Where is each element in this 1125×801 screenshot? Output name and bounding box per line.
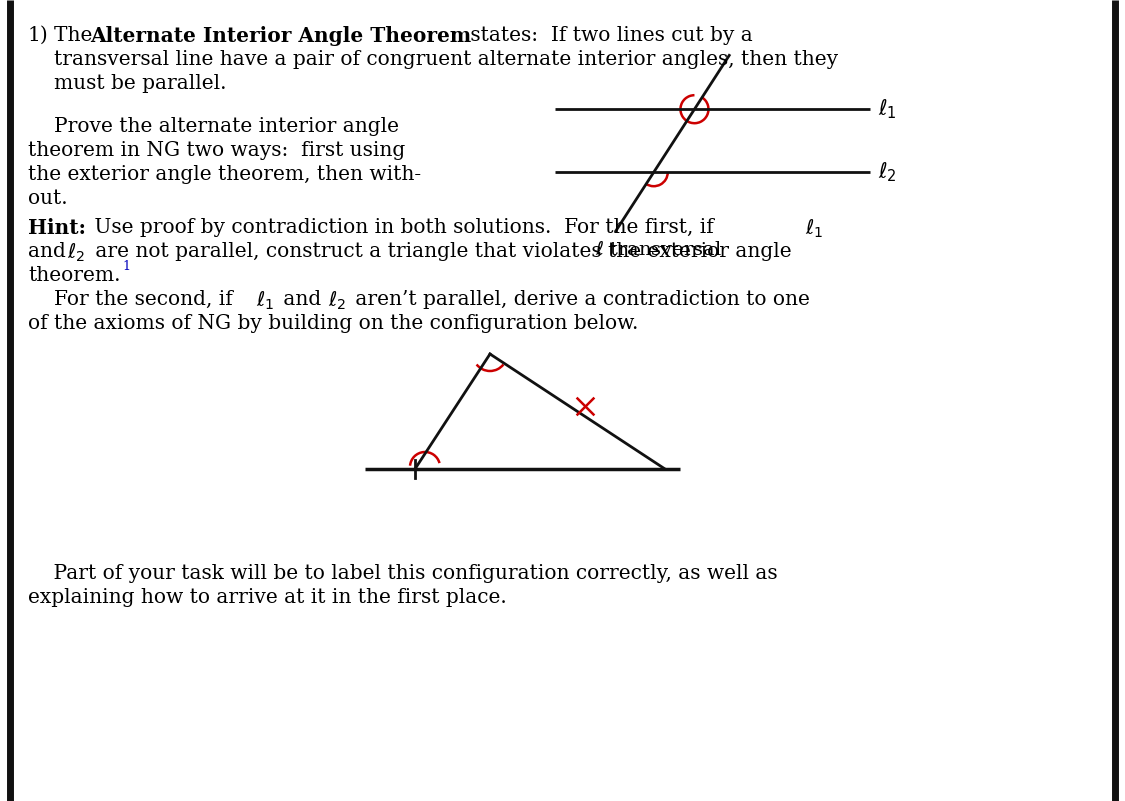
Text: explaining how to arrive at it in the first place.: explaining how to arrive at it in the fi… <box>28 588 506 607</box>
Text: $\ell_2$: $\ell_2$ <box>878 160 897 184</box>
Text: and: and <box>28 242 72 261</box>
Text: are not parallel, construct a triangle that violates the exterior angle: are not parallel, construct a triangle t… <box>89 242 792 261</box>
Text: Hint:: Hint: <box>28 218 86 238</box>
Text: For the second, if: For the second, if <box>54 290 240 309</box>
Text: Use proof by contradiction in both solutions.  For the first, if: Use proof by contradiction in both solut… <box>88 218 720 237</box>
Text: transversal line have a pair of congruent alternate interior angles, then they: transversal line have a pair of congruen… <box>54 50 838 69</box>
Text: must be parallel.: must be parallel. <box>54 74 226 93</box>
Text: Prove the alternate interior angle: Prove the alternate interior angle <box>54 117 399 136</box>
Text: Part of your task will be to label this configuration correctly, as well as: Part of your task will be to label this … <box>28 564 777 583</box>
Text: The: The <box>54 26 99 45</box>
Text: states:  If two lines cut by a: states: If two lines cut by a <box>464 26 753 45</box>
Text: $\ell_1$: $\ell_1$ <box>806 218 824 240</box>
Text: Alternate Interior Angle Theorem: Alternate Interior Angle Theorem <box>90 26 471 46</box>
Text: $\ell_2$: $\ell_2$ <box>328 290 346 312</box>
Text: and: and <box>277 290 327 309</box>
Text: the exterior angle theorem, then with-: the exterior angle theorem, then with- <box>28 165 421 184</box>
Text: out.: out. <box>28 189 68 208</box>
Text: 1: 1 <box>122 260 130 273</box>
Text: theorem in NG two ways:  first using: theorem in NG two ways: first using <box>28 141 405 160</box>
Text: $\ell$ transversal: $\ell$ transversal <box>595 240 722 260</box>
Text: aren’t parallel, derive a contradiction to one: aren’t parallel, derive a contradiction … <box>349 290 810 309</box>
Text: 1): 1) <box>28 26 48 45</box>
Text: $\ell_1$: $\ell_1$ <box>256 290 274 312</box>
Text: $\ell_2$: $\ell_2$ <box>68 242 86 264</box>
Text: $\ell_1$: $\ell_1$ <box>878 98 897 121</box>
Text: theorem.: theorem. <box>28 266 120 285</box>
Text: of the axioms of NG by building on the configuration below.: of the axioms of NG by building on the c… <box>28 314 638 333</box>
